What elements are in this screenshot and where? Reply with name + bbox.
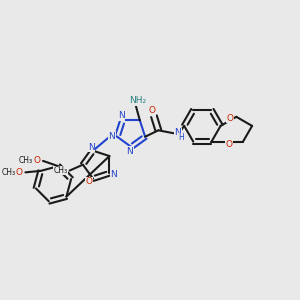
Text: CH₃: CH₃ [19,156,33,165]
Text: H: H [178,133,184,142]
Text: N: N [109,132,115,141]
Text: CH₃: CH₃ [1,168,16,177]
Text: N: N [110,170,117,179]
Text: NH₂: NH₂ [129,96,146,105]
Text: O: O [33,156,40,165]
Text: O: O [149,106,156,116]
Text: N: N [126,147,133,156]
Text: O: O [226,114,233,123]
Text: N: N [174,128,181,137]
Text: O: O [85,177,92,186]
Text: O: O [16,168,22,177]
Text: N: N [88,143,95,152]
Text: N: N [118,112,124,121]
Text: CH₃: CH₃ [54,166,68,175]
Text: O: O [225,140,232,149]
